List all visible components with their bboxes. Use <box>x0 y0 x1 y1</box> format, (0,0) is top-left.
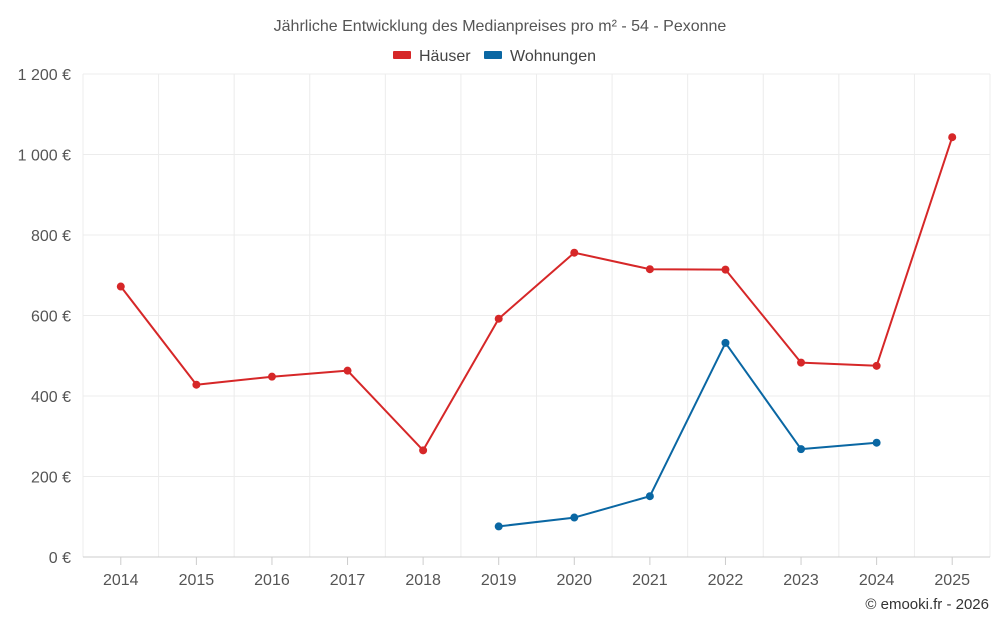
chart-title: Jährliche Entwicklung des Medianpreises … <box>274 18 727 35</box>
x-tick-label: 2014 <box>103 572 139 589</box>
x-tick-label: 2016 <box>254 572 290 589</box>
legend-swatch-wohnungen[interactable] <box>484 51 502 59</box>
x-tick-label: 2019 <box>481 572 517 589</box>
data-point-hauser[interactable] <box>419 446 428 455</box>
x-tick-label: 2017 <box>330 572 366 589</box>
legend-label-hauser[interactable]: Häuser <box>419 48 471 65</box>
data-point-wohnungen[interactable] <box>797 445 806 454</box>
data-point-hauser[interactable] <box>267 372 276 381</box>
series-line-hauser <box>120 136 954 452</box>
data-point-wohnungen[interactable] <box>645 492 654 501</box>
legend-label-wohnungen[interactable]: Wohnungen <box>510 48 596 65</box>
data-point-hauser[interactable] <box>494 314 503 323</box>
data-point-hauser[interactable] <box>116 282 125 291</box>
y-tick-label: 800 € <box>31 228 71 245</box>
data-point-hauser[interactable] <box>343 366 352 375</box>
x-tick-label: 2015 <box>179 572 215 589</box>
legend-swatch-hauser[interactable] <box>393 51 411 59</box>
x-axis: 2014 2015 2016 2017 2018 2019 2020 2021 2022 2023… <box>83 556 990 589</box>
series-hauser <box>116 133 957 455</box>
credit-text: © emooki.fr - 2026 <box>865 596 989 613</box>
x-tick-label: 2022 <box>708 572 744 589</box>
x-tick-label: 2020 <box>556 572 592 589</box>
legend: Häuser Wohnungen <box>393 48 596 65</box>
y-tick-label: 0 € <box>49 550 71 567</box>
data-point-hauser[interactable] <box>948 133 957 142</box>
series-line-wohnungen <box>498 341 877 528</box>
series <box>116 133 957 531</box>
x-tick-label: 2023 <box>783 572 819 589</box>
data-point-wohnungen[interactable] <box>570 513 579 522</box>
data-point-hauser[interactable] <box>797 358 806 367</box>
y-tick-label: 200 € <box>31 470 71 487</box>
data-point-hauser[interactable] <box>721 265 730 274</box>
x-tick-label: 2021 <box>632 572 668 589</box>
data-point-hauser[interactable] <box>872 361 881 370</box>
x-tick-label: 2018 <box>405 572 441 589</box>
data-point-hauser[interactable] <box>570 248 579 257</box>
data-point-wohnungen[interactable] <box>721 338 730 347</box>
y-tick-label: 1 200 € <box>18 67 71 84</box>
x-tick-label: 2025 <box>934 572 970 589</box>
series-wohnungen <box>494 338 881 531</box>
data-point-hauser[interactable] <box>645 265 654 274</box>
y-tick-label: 400 € <box>31 389 71 406</box>
x-tick-label: 2024 <box>859 572 895 589</box>
y-axis: 0 € 200 € 400 € 600 € 800 € 1 000 € 1 200 € <box>18 67 71 567</box>
data-point-wohnungen[interactable] <box>494 522 503 531</box>
data-point-wohnungen[interactable] <box>872 438 881 447</box>
grid <box>82 73 991 557</box>
y-tick-label: 600 € <box>31 309 71 326</box>
data-point-hauser[interactable] <box>192 380 201 389</box>
y-tick-label: 1 000 € <box>18 148 71 165</box>
